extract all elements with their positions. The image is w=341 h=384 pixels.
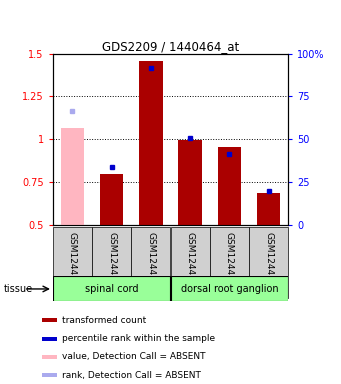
Text: GSM124416: GSM124416 (264, 232, 273, 287)
Text: spinal cord: spinal cord (85, 284, 138, 294)
Bar (42, 373, 57, 377)
Text: transformed count: transformed count (62, 316, 146, 325)
Text: percentile rank within the sample: percentile rank within the sample (62, 334, 215, 343)
Bar (178, 139, 202, 225)
Bar (257, 193, 280, 225)
Bar (42, 336, 57, 341)
Bar (249, 227, 288, 298)
Bar (61, 128, 84, 225)
Bar (100, 174, 123, 225)
Text: GSM124417: GSM124417 (68, 232, 77, 287)
Text: GSM124418: GSM124418 (107, 232, 116, 287)
Bar (92, 227, 131, 298)
Text: GSM124415: GSM124415 (225, 232, 234, 287)
Bar (131, 227, 170, 298)
Text: GSM124414: GSM124414 (186, 232, 195, 287)
Title: GDS2209 / 1440464_at: GDS2209 / 1440464_at (102, 40, 239, 53)
Bar (139, 61, 163, 225)
Text: dorsal root ganglion: dorsal root ganglion (180, 284, 278, 294)
Text: GSM124419: GSM124419 (146, 232, 155, 287)
Bar (42, 318, 57, 322)
Bar (42, 355, 57, 359)
Bar (53, 276, 170, 301)
Text: value, Detection Call = ABSENT: value, Detection Call = ABSENT (62, 352, 205, 361)
Bar (170, 227, 210, 298)
Bar (218, 147, 241, 225)
Bar (170, 276, 288, 301)
Text: tissue: tissue (3, 284, 32, 294)
Bar (210, 227, 249, 298)
Text: rank, Detection Call = ABSENT: rank, Detection Call = ABSENT (62, 371, 201, 379)
Bar (53, 227, 92, 298)
